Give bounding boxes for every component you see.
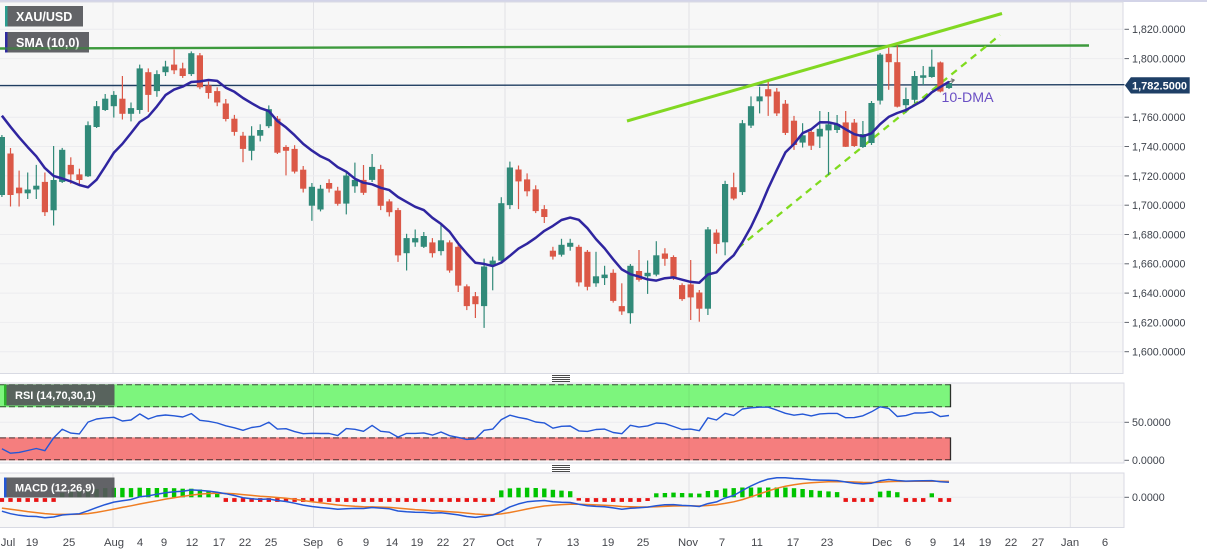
svg-text:1,820.0000: 1,820.0000 [1132,24,1186,36]
svg-text:1,600.0000: 1,600.0000 [1132,347,1186,359]
svg-text:1,700.0000: 1,700.0000 [1132,200,1186,212]
svg-text:19: 19 [411,537,424,549]
svg-text:1,740.0000: 1,740.0000 [1132,141,1186,153]
svg-text:4: 4 [137,537,143,549]
svg-text:9: 9 [363,537,369,549]
svg-text:RSI (14,70,30,1): RSI (14,70,30,1) [15,390,96,402]
svg-text:22: 22 [239,537,252,549]
svg-text:Oct: Oct [496,537,514,549]
svg-text:22: 22 [437,537,450,549]
svg-text:0.0000: 0.0000 [1132,455,1165,467]
svg-text:Aug: Aug [104,537,124,549]
svg-text:25: 25 [265,537,278,549]
svg-text:1,640.0000: 1,640.0000 [1132,288,1186,300]
svg-text:19: 19 [26,537,39,549]
svg-text:25: 25 [637,537,650,549]
svg-text:MACD (12,26,9): MACD (12,26,9) [15,482,95,494]
svg-text:Jan: Jan [1061,537,1079,549]
svg-text:1,800.0000: 1,800.0000 [1132,54,1186,66]
svg-text:1,620.0000: 1,620.0000 [1132,317,1186,329]
svg-text:50.0000: 50.0000 [1132,417,1171,429]
svg-text:9: 9 [930,537,936,549]
svg-text:Jul: Jul [1,537,15,549]
svg-text:Dec: Dec [872,537,892,549]
svg-text:13: 13 [567,537,580,549]
svg-text:11: 11 [751,537,763,549]
svg-text:25: 25 [63,537,76,549]
svg-text:19: 19 [979,537,992,549]
svg-text:Nov: Nov [678,537,698,549]
svg-text:1,782.5000: 1,782.5000 [1132,80,1187,92]
svg-text:XAU/USD: XAU/USD [16,10,72,24]
svg-text:12: 12 [186,537,199,549]
svg-text:0.0000: 0.0000 [1132,492,1165,504]
svg-text:7: 7 [719,537,725,549]
svg-text:19: 19 [602,537,615,549]
svg-text:1,760.0000: 1,760.0000 [1132,112,1186,124]
svg-text:10-DMA: 10-DMA [942,90,995,106]
svg-text:9: 9 [161,537,167,549]
svg-text:1,720.0000: 1,720.0000 [1132,171,1186,183]
svg-text:6: 6 [1102,537,1108,549]
svg-text:23: 23 [821,537,834,549]
svg-text:6: 6 [337,537,343,549]
svg-text:22: 22 [1005,537,1018,549]
svg-text:14: 14 [386,537,399,549]
svg-text:27: 27 [463,537,476,549]
svg-text:27: 27 [1032,537,1045,549]
svg-text:7: 7 [536,537,542,549]
svg-text:6: 6 [905,537,911,549]
svg-text:14: 14 [953,537,966,549]
svg-text:17: 17 [787,537,800,549]
svg-text:17: 17 [213,537,226,549]
svg-text:1,660.0000: 1,660.0000 [1132,259,1186,271]
svg-text:Sep: Sep [303,537,323,549]
svg-text:1,680.0000: 1,680.0000 [1132,229,1186,241]
